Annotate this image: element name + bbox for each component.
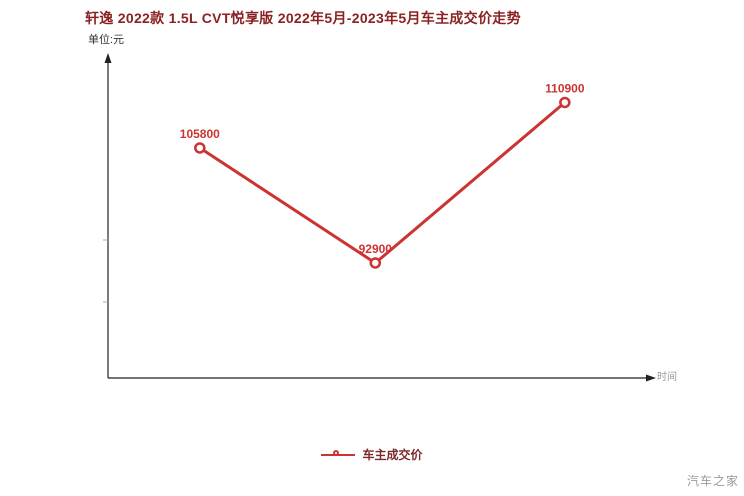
data-point <box>369 257 382 269</box>
data-point-label: 105800 <box>180 127 220 141</box>
y-axis-arrow-icon <box>104 53 112 63</box>
legend-line-marker-icon <box>321 449 356 461</box>
watermark-autohome: 汽车之家 <box>686 474 739 488</box>
legend: 车主成交价 <box>0 446 744 463</box>
x-axis-label: 时间 <box>657 372 677 383</box>
legend-circle-icon <box>333 449 340 456</box>
data-point-label: 92900 <box>359 242 393 256</box>
trend-line <box>198 101 567 265</box>
legend-label: 车主成交价 <box>362 448 423 462</box>
data-point-label: 110900 <box>545 81 585 95</box>
y-axis-unit-label: 单位:元 <box>88 34 125 46</box>
data-point <box>194 142 206 154</box>
data-point <box>559 96 571 109</box>
chart-title: 轩逸 2022款 1.5L CVT悦享版 2022年5月-2023年5月车主成交… <box>85 10 521 26</box>
x-axis-arrow-icon <box>646 374 656 382</box>
